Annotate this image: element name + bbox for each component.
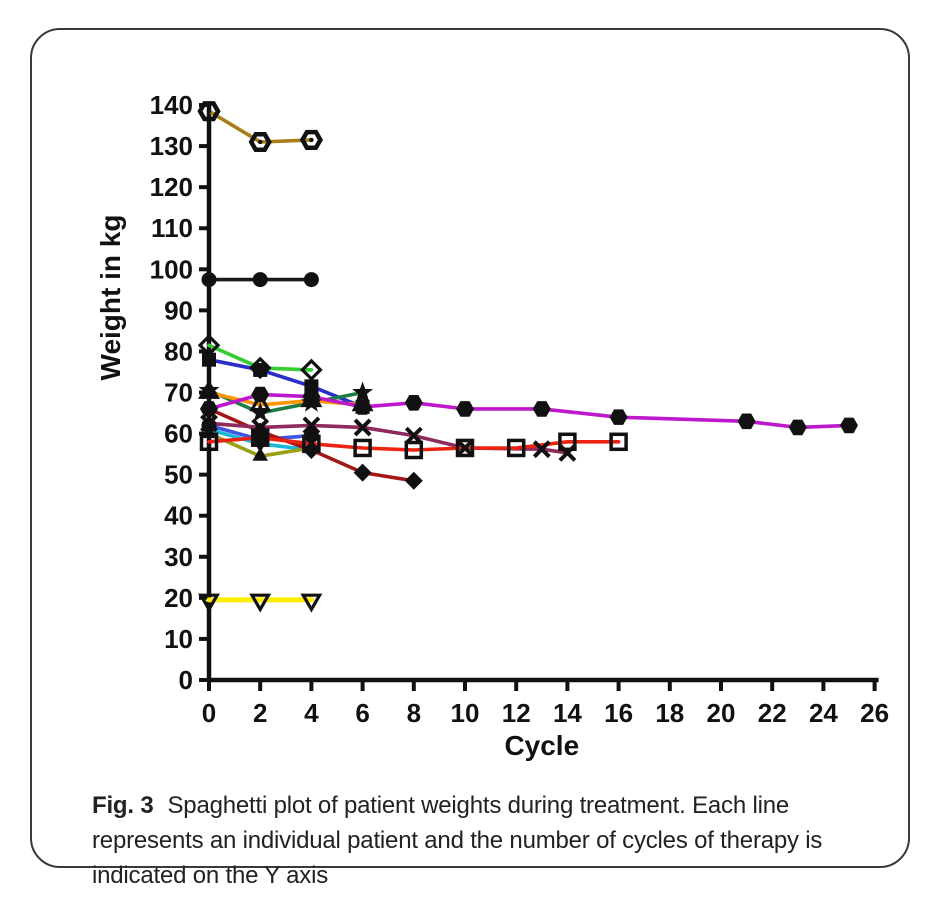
- x-tick-label: 14: [553, 698, 582, 728]
- y-tick-label: 90: [164, 295, 193, 325]
- x-tick-label: 20: [707, 698, 736, 728]
- series-lines: [206, 109, 851, 603]
- series-markers-patient-13: [199, 428, 628, 460]
- y-tick-label: 0: [179, 665, 193, 695]
- y-tick-label: 130: [150, 131, 193, 161]
- series-line-patient-9: [207, 421, 570, 455]
- series-markers-patient-7: [200, 386, 858, 436]
- x-tick-label: 4: [304, 698, 319, 728]
- x-tick-label: 26: [860, 698, 889, 728]
- y-axis-label: Weight in kg: [95, 215, 126, 381]
- x-tick-label: 8: [407, 698, 421, 728]
- x-tick-label: 0: [202, 698, 216, 728]
- series-markers-patient-9: [200, 414, 577, 462]
- x-tick-label: 22: [758, 698, 787, 728]
- figure-card: 0 10 20 30 40 50 60 70 80 90 100 110 120 130 140 0 2 4 6 8 1…: [30, 28, 910, 889]
- figure-number: Fig. 3: [92, 792, 154, 819]
- series-line-patient-1: [207, 109, 314, 144]
- y-tick-label: 20: [164, 583, 193, 613]
- caption-text: Spaghetti plot of patient weights during…: [92, 792, 823, 889]
- x-tick-label: 18: [655, 698, 684, 728]
- x-tick-label: 10: [451, 698, 480, 728]
- series-markers-patient-1: [197, 101, 323, 153]
- y-tick-label: 140: [150, 90, 193, 120]
- x-tick-label: 16: [604, 698, 633, 728]
- y-tick-label: 110: [151, 213, 193, 243]
- figure-caption: Fig. 3 Spaghetti plot of patient weights …: [92, 788, 900, 893]
- y-tick-label: 80: [164, 336, 193, 366]
- x-tick-label: 6: [355, 698, 369, 728]
- x-tick-label: 24: [809, 698, 838, 728]
- spaghetti-chart: 0 10 20 30 40 50 60 70 80 90 100 110 120 130 140 0 2 4 6 8 1…: [32, 30, 938, 775]
- series-markers-patient-14: [198, 593, 323, 613]
- y-tick-label: 10: [164, 624, 193, 654]
- y-tick-label: 50: [164, 460, 193, 490]
- y-tick-label: 100: [150, 254, 193, 284]
- y-tick-label: 30: [164, 542, 193, 572]
- y-tick-label: 60: [164, 419, 193, 449]
- y-tick-label: 40: [164, 501, 193, 531]
- x-tick-label: 12: [502, 698, 531, 728]
- x-tick-label: 2: [253, 698, 267, 728]
- series-line-patient-13: [207, 435, 621, 452]
- y-tick-label: 120: [150, 172, 193, 202]
- y-tick-label: 70: [164, 378, 193, 408]
- x-axis-label: Cycle: [504, 730, 579, 761]
- axes: [199, 103, 879, 691]
- series-markers-patient-2: [201, 272, 319, 288]
